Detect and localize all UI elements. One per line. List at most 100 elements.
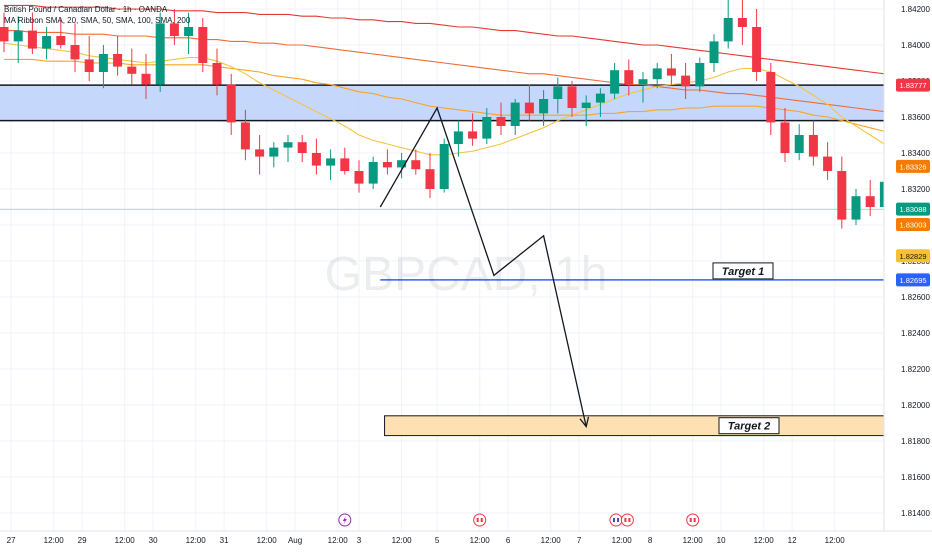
candle-body bbox=[84, 59, 94, 72]
candle-body bbox=[610, 70, 620, 94]
time-axis[interactable]: 27 12:00 29 12:00 30 12:00 31 12:00 Aug 12:00 3 12:… bbox=[0, 530, 932, 550]
candle bbox=[851, 189, 861, 225]
price-badge-box bbox=[896, 273, 930, 287]
candle bbox=[42, 27, 52, 60]
time-tick-label: 12:00 bbox=[541, 536, 562, 545]
candle-body bbox=[695, 63, 705, 87]
candle bbox=[84, 36, 94, 81]
candle-body bbox=[468, 131, 478, 139]
price-badge-text: 1.83326 bbox=[899, 162, 926, 171]
price-badge-box bbox=[896, 202, 930, 216]
indicator-legend: MA Ribbon SMA, 20, SMA, 50, SMA, 100, SM… bbox=[4, 16, 191, 25]
target2-label-box bbox=[718, 417, 780, 435]
candle-body bbox=[354, 171, 364, 184]
candle-body bbox=[368, 162, 378, 184]
time-tick-label: 5 bbox=[435, 536, 440, 545]
candle bbox=[354, 160, 364, 193]
price-badge-text: 1.83088 bbox=[899, 205, 926, 214]
candle bbox=[610, 63, 620, 99]
symbol-watermark: GBPCAD, 1h bbox=[325, 248, 608, 301]
candle bbox=[382, 149, 392, 175]
event-markers[interactable] bbox=[338, 513, 700, 527]
time-tick-label: 12:00 bbox=[257, 536, 278, 545]
candle bbox=[837, 156, 847, 229]
target-labels: Target 1 Target 2 bbox=[712, 262, 780, 435]
candle-body bbox=[113, 54, 123, 67]
candle bbox=[141, 54, 151, 99]
candle bbox=[326, 149, 336, 180]
candle bbox=[823, 142, 833, 180]
candle-body bbox=[780, 122, 790, 153]
candle-body bbox=[184, 27, 194, 36]
symbol-title: British Pound / Canadian Dollar · 1h · O… bbox=[4, 5, 168, 14]
price-badge: 1.83088 bbox=[896, 202, 930, 216]
candle-body bbox=[837, 171, 847, 220]
time-tick-label: 29 bbox=[78, 536, 87, 545]
candle bbox=[240, 109, 250, 161]
lightning-glyph bbox=[342, 516, 347, 524]
candle bbox=[524, 84, 534, 121]
candle-body bbox=[482, 117, 492, 139]
price-badge: 1.82829 bbox=[896, 249, 930, 263]
zones bbox=[0, 84, 885, 437]
price-badge-box bbox=[896, 78, 930, 92]
candle bbox=[723, 0, 733, 49]
candle bbox=[169, 9, 179, 45]
price-badge: 1.83777 bbox=[896, 78, 930, 92]
price-tick-label: 1.81800 bbox=[901, 437, 930, 446]
candle-body bbox=[453, 131, 463, 144]
candle bbox=[269, 142, 279, 168]
target1-label-box bbox=[712, 262, 774, 280]
candle bbox=[496, 102, 506, 135]
price-axis[interactable]: 1.842001.840001.838001.836001.834001.832… bbox=[883, 0, 932, 550]
candle bbox=[27, 12, 37, 54]
time-tick-label: 12:00 bbox=[683, 536, 704, 545]
price-tick-label: 1.83400 bbox=[901, 149, 930, 158]
time-tick-label: 12:00 bbox=[115, 536, 136, 545]
candle bbox=[595, 88, 605, 117]
candle-body bbox=[794, 135, 804, 153]
candle bbox=[539, 90, 549, 126]
canada-flag-icon bbox=[620, 513, 634, 527]
price-tick-label: 1.83600 bbox=[901, 113, 930, 122]
candle bbox=[510, 99, 520, 135]
candle-body bbox=[297, 142, 307, 153]
candle-body bbox=[766, 72, 776, 123]
candle-body bbox=[411, 160, 421, 170]
candle-body bbox=[709, 41, 719, 63]
candle-body bbox=[510, 102, 520, 126]
candle bbox=[56, 18, 66, 49]
time-tick-label: 8 bbox=[648, 536, 653, 545]
time-tick-label: 31 bbox=[220, 536, 229, 545]
candle bbox=[212, 48, 222, 96]
candle bbox=[808, 120, 818, 166]
candle bbox=[681, 63, 691, 99]
candle-body bbox=[127, 66, 137, 74]
candle-body bbox=[752, 27, 762, 72]
price-badge-text: 1.82695 bbox=[899, 276, 926, 285]
candle-body bbox=[283, 142, 293, 148]
flag-glyph-center bbox=[615, 518, 618, 522]
sma50-line bbox=[4, 58, 932, 140]
price-badge-text: 1.83003 bbox=[899, 220, 926, 229]
candle bbox=[113, 36, 123, 76]
price-badge: 1.83326 bbox=[896, 159, 930, 173]
price-badge-box bbox=[896, 249, 930, 263]
time-axis-background bbox=[0, 531, 932, 550]
candle-body bbox=[27, 30, 37, 49]
candle-body bbox=[808, 135, 818, 157]
candle-body bbox=[141, 73, 151, 85]
candle bbox=[553, 77, 563, 114]
ma-ribbon bbox=[3, 4, 932, 170]
candle bbox=[0, 12, 9, 53]
time-tick-label: 30 bbox=[149, 536, 158, 545]
time-tick-label: 3 bbox=[357, 536, 362, 545]
price-tick-label: 1.84000 bbox=[901, 41, 930, 50]
time-tick-label: 7 bbox=[577, 536, 582, 545]
candle bbox=[652, 63, 662, 89]
candle bbox=[695, 57, 705, 92]
projection-arrowhead bbox=[579, 416, 590, 429]
candle-body bbox=[652, 68, 662, 80]
